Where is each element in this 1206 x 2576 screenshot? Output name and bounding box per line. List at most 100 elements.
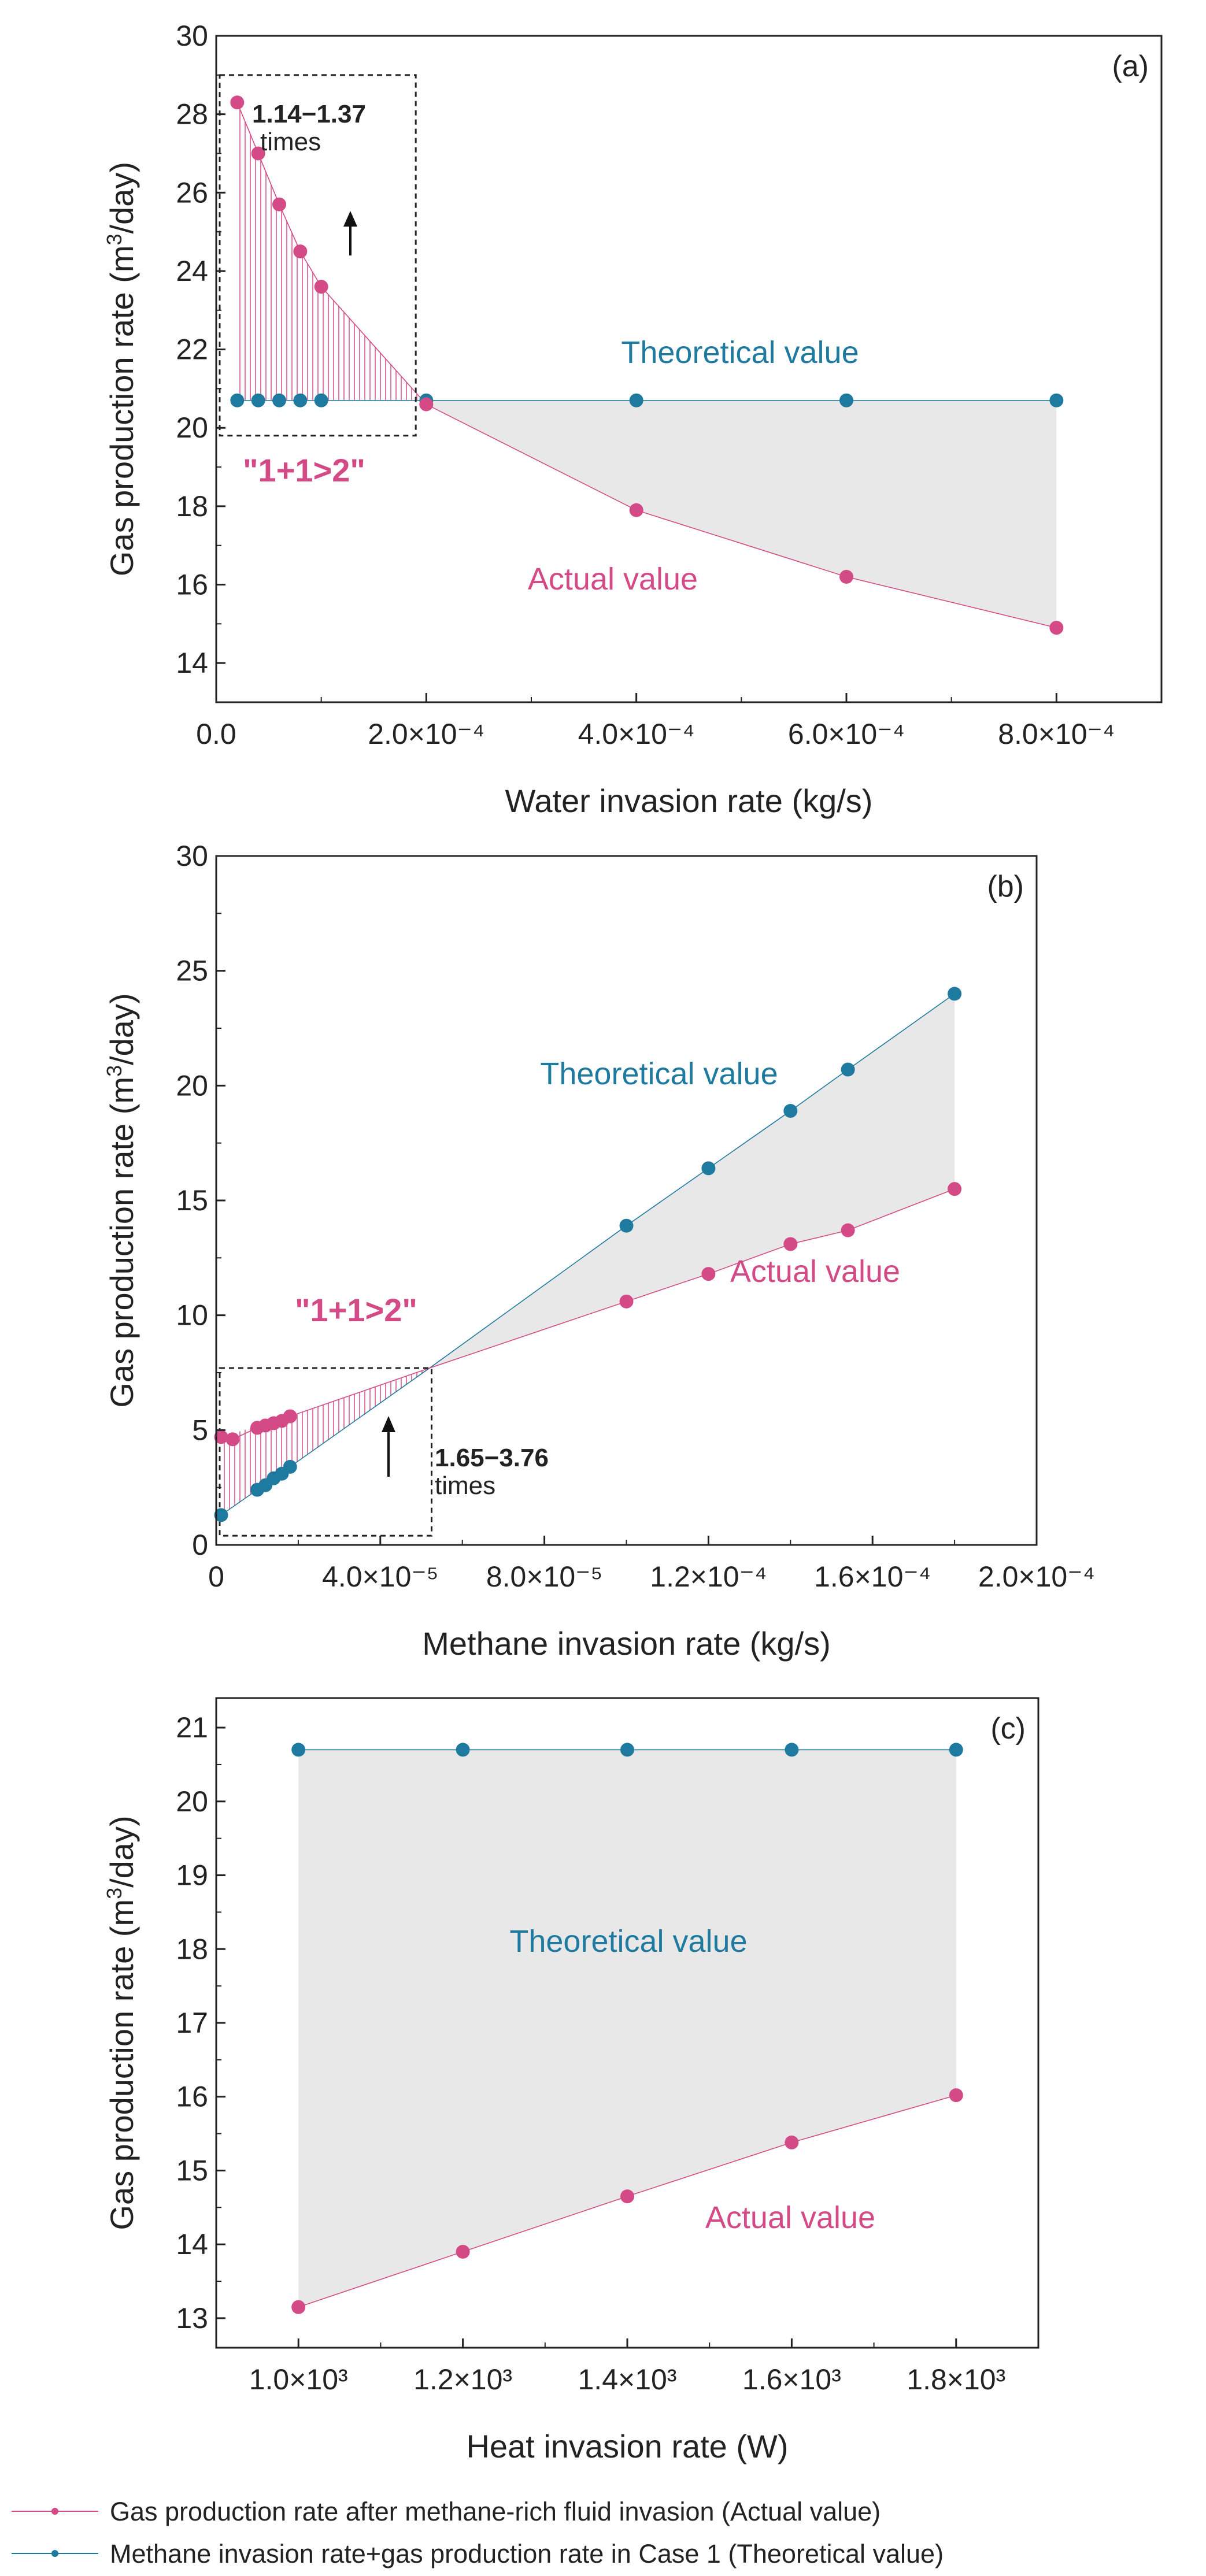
y-axis-title-main: Gas production rate (m (103, 245, 140, 576)
actual-point-0 (230, 95, 245, 110)
y-axis-title: Gas production rate (m3/day) (102, 1815, 140, 2230)
x-tick-label-5: 2.0×10⁻⁴ (978, 1561, 1095, 1593)
x-tick-label-3: 1.6×10³ (742, 2363, 841, 2396)
actual-point-1 (456, 2244, 470, 2259)
actual-point-5 (419, 397, 434, 412)
panel-label: (a) (1112, 50, 1149, 83)
y-tick-label-1: 5 (192, 1414, 208, 1446)
y-tick-label-3: 20 (176, 412, 208, 444)
x-tick-label-1: 4.0×10⁻⁵ (322, 1561, 438, 1593)
theoretical-point-8 (1049, 393, 1064, 407)
annotation-theoretical: Theoretical value (540, 1057, 778, 1091)
y-tick-label-6: 30 (176, 840, 208, 872)
actual-point-7 (839, 569, 853, 584)
y-axis-title: Gas production rate (m3/day) (102, 162, 140, 576)
y-tick-label-2: 15 (176, 2154, 208, 2186)
theoretical-point-10 (948, 987, 962, 1001)
panel-label: (b) (987, 870, 1024, 903)
y-tick-label-3: 16 (176, 2081, 208, 2113)
x-tick-label-1: 1.2×10³ (413, 2363, 512, 2396)
theoretical-point-0 (291, 1743, 306, 1757)
annotation-times-word: times (260, 128, 321, 156)
dashed-highlight-box (219, 1367, 432, 1537)
x-tick-label-0: 0.0 (196, 718, 236, 750)
actual-point-4 (949, 2088, 963, 2103)
annotation-theoretical: Theoretical value (621, 335, 859, 370)
x-tick-label-4: 1.8×10³ (907, 2363, 1005, 2396)
theoretical-point-7 (701, 1161, 716, 1176)
theoretical-point-0 (230, 393, 245, 407)
annotation-actual: Actual value (730, 1254, 900, 1289)
actual-point-2 (620, 2189, 634, 2204)
actual-point-10 (841, 1223, 855, 1237)
y-tick-label-7: 20 (176, 1785, 208, 1818)
theoretical-point-6 (629, 393, 643, 407)
theoretical-point-7 (839, 393, 853, 407)
panel-c: 13 14 15 16 17 18 19 20 21 1.0×10³ 1.2×10³ 1.4×10³ 1… (102, 1697, 1039, 2464)
actual-point-6 (629, 503, 643, 517)
theoretical-point-5 (283, 1459, 297, 1474)
actual-point-8 (701, 1267, 716, 1281)
x-tick-label-2: 8.0×10⁻⁵ (486, 1561, 602, 1593)
y-tick-label-2: 10 (176, 1299, 208, 1332)
annotation-synergy: "1+1>2" (295, 1292, 417, 1328)
y-tick-label-6: 26 (176, 176, 208, 209)
x-tick-label-3: 1.2×10⁻⁴ (650, 1561, 767, 1593)
actual-point-1 (225, 1432, 240, 1447)
y-tick-label-8: 30 (176, 20, 208, 52)
theoretical-point-1 (251, 393, 265, 407)
x-tick-label-3: 6.0×10⁻⁴ (788, 718, 905, 750)
x-axis-title: Methane invasion rate (kg/s) (422, 1625, 831, 1662)
plot-frame (215, 35, 1163, 703)
annotation-times-word: times (435, 1472, 495, 1500)
actual-point-9 (783, 1237, 798, 1251)
y-axis-title-sup: 3 (102, 233, 126, 245)
theoretical-point-3 (293, 393, 308, 407)
y-tick-label-0: 14 (176, 647, 208, 679)
actual-point-7 (619, 1294, 634, 1309)
y-tick-label-2: 18 (176, 490, 208, 522)
theoretical-point-3 (785, 1743, 799, 1757)
annotation-times-range: 1.14−1.37 (252, 100, 366, 128)
actual-point-0 (214, 1430, 228, 1444)
shade-region-gap (298, 1750, 956, 2307)
y-tick-label-0: 0 (192, 1529, 208, 1561)
legend-theoretical-marker (51, 2550, 58, 2557)
x-tick-label-4: 1.6×10⁻⁴ (814, 1561, 931, 1593)
theoretical-point-8 (783, 1104, 798, 1118)
y-axis-title-main: Gas production rate (m (103, 1899, 140, 2230)
y-axis-title-sup: 3 (102, 1065, 126, 1077)
theoretical-point-2 (620, 1743, 634, 1757)
y-tick-label-5: 24 (176, 255, 208, 287)
actual-point-11 (948, 1182, 962, 1196)
y-tick-label-1: 14 (176, 2228, 208, 2260)
panel-b: 0 5 10 15 20 25 30 0 4.0×10⁻⁵ 8.0×10⁻⁵ 1.2×10⁻⁴ 1.6… (102, 840, 1095, 1662)
panel-a: 14 16 18 20 22 24 26 28 30 0.0 2.0×10⁻⁴ 4.0×10⁻⁴ 6.0… (102, 20, 1163, 819)
x-tick-label-2: 4.0×10⁻⁴ (578, 718, 695, 750)
legend-actual-label: Gas production rate after methane-rich f… (110, 2497, 881, 2526)
y-tick-label-5: 18 (176, 1933, 208, 1965)
actual-point-4 (314, 280, 328, 294)
theoretical-point-2 (272, 393, 286, 407)
y-tick-label-6: 19 (176, 1859, 208, 1892)
legend-theoretical-label: Methane invasion rate+gas production rat… (110, 2539, 944, 2568)
theoretical-point-4 (314, 393, 328, 407)
x-tick-label-0: 0 (208, 1561, 224, 1593)
y-tick-label-4: 17 (176, 2007, 208, 2039)
actual-point-8 (1049, 621, 1064, 635)
y-tick-label-4: 22 (176, 333, 208, 366)
theoretical-point-6 (619, 1218, 634, 1233)
x-tick-label-1: 2.0×10⁻⁴ (368, 718, 484, 750)
y-axis-title-sup: 3 (102, 1888, 126, 1899)
y-tick-label-4: 20 (176, 1069, 208, 1102)
actual-point-3 (785, 2135, 799, 2149)
y-tick-label-8: 21 (176, 1711, 208, 1744)
actual-point-1 (251, 146, 265, 161)
legend-actual-marker (51, 2508, 58, 2515)
theoretical-point-4 (949, 1743, 963, 1757)
theoretical-point-1 (456, 1743, 470, 1757)
up-arrow-icon (343, 211, 357, 227)
theoretical-point-9 (841, 1062, 855, 1077)
actual-point-3 (293, 244, 308, 259)
x-axis-title: Water invasion rate (kg/s) (505, 783, 873, 819)
